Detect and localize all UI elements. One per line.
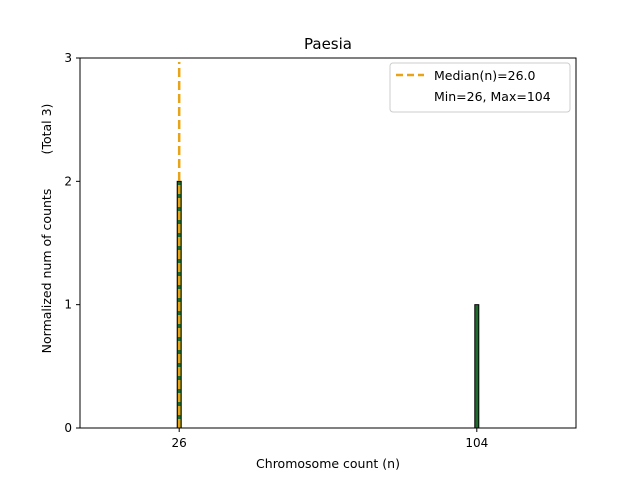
chart-title: Paesia — [304, 35, 352, 53]
legend-median-label: Median(n)=26.0 — [434, 68, 535, 83]
y-ticks: 0 1 2 3 — [64, 51, 80, 435]
x-axis-label: Chromosome count (n) — [256, 456, 400, 471]
plot-frame — [79, 57, 577, 429]
y-tick-label-1: 1 — [64, 298, 72, 312]
plot-background — [80, 58, 576, 428]
y-axis-total-note: (Total 3) — [39, 104, 54, 155]
legend-range-label: Min=26, Max=104 — [434, 89, 551, 104]
x-tick-label-26: 26 — [172, 436, 187, 450]
y-axis-label: Normalized num of counts — [39, 189, 54, 354]
legend-box — [389, 62, 571, 113]
bar-104 — [474, 304, 480, 429]
y-tick-label-0: 0 — [64, 421, 72, 435]
legend: Median(n)=26.0 Min=26, Max=104 — [389, 62, 571, 113]
y-tick-label-3: 3 — [64, 51, 72, 65]
y-tick-label-2: 2 — [64, 174, 72, 188]
x-ticks: 26 104 — [172, 428, 488, 450]
x-tick-label-104: 104 — [465, 436, 488, 450]
